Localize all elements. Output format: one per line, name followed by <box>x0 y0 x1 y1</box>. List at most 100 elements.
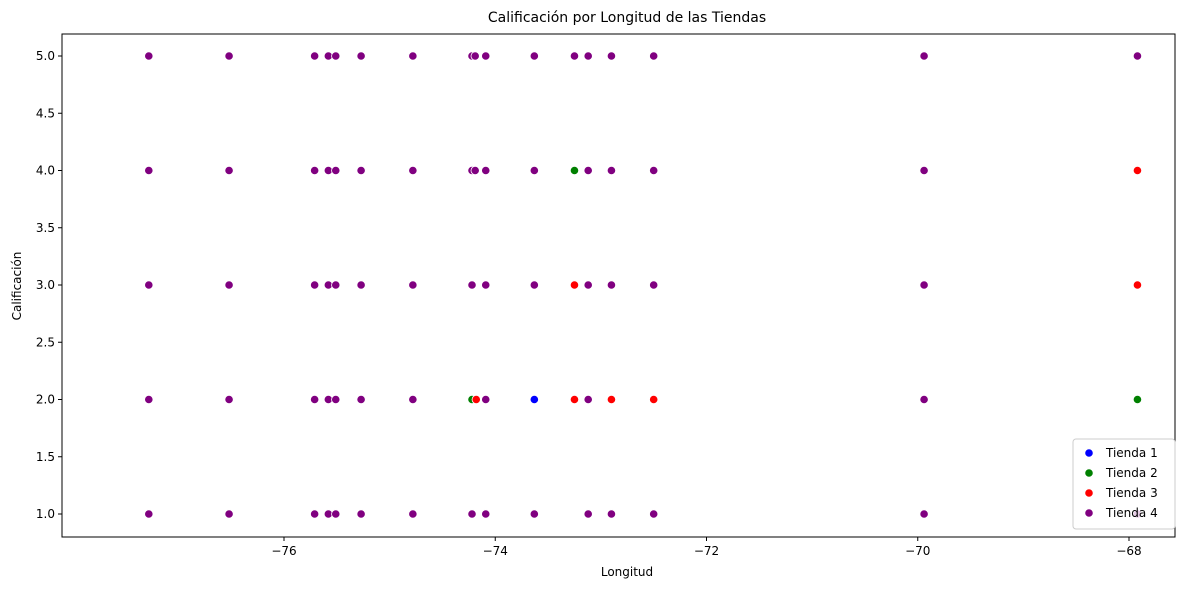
data-point-tienda-3 <box>471 394 481 405</box>
data-point-tienda-4 <box>481 394 491 405</box>
data-point-tienda-4 <box>224 394 234 405</box>
data-point-tienda-4 <box>606 165 617 176</box>
data-point-tienda-4 <box>408 51 418 61</box>
data-point-tienda-4 <box>144 165 154 176</box>
data-point-tienda-4 <box>470 165 480 176</box>
legend-label: Tienda 3 <box>1105 486 1158 500</box>
x-tick-label: −76 <box>271 544 296 558</box>
data-point-tienda-4 <box>310 509 320 519</box>
data-point-tienda-4 <box>481 165 491 176</box>
data-point-tienda-4 <box>356 280 366 290</box>
data-point-tienda-4 <box>408 394 418 405</box>
data-point-tienda-4 <box>481 280 491 290</box>
data-point-tienda-4 <box>529 165 539 176</box>
legend-marker <box>1084 448 1094 458</box>
data-point-tienda-4 <box>224 280 234 290</box>
data-point-tienda-4 <box>583 509 593 519</box>
data-point-tienda-4 <box>649 280 659 290</box>
data-point-tienda-4 <box>606 509 617 519</box>
data-point-tienda-4 <box>356 509 366 519</box>
data-point-tienda-4 <box>144 394 154 405</box>
legend-label: Tienda 4 <box>1105 506 1158 520</box>
data-point-tienda-4 <box>331 51 341 61</box>
data-point-tienda-4 <box>467 509 477 519</box>
data-point-tienda-1 <box>529 394 539 405</box>
data-point-tienda-4 <box>408 165 418 176</box>
x-tick-label: −72 <box>694 544 719 558</box>
data-point-tienda-4 <box>310 51 320 61</box>
data-point-tienda-4 <box>1132 51 1143 61</box>
x-tick-label: −70 <box>905 544 930 558</box>
data-point-tienda-4 <box>919 509 929 519</box>
data-point-tienda-4 <box>529 280 539 290</box>
data-point-tienda-4 <box>919 280 929 290</box>
legend-box <box>1072 438 1176 530</box>
data-point-tienda-3 <box>1132 280 1143 290</box>
y-axis: 1.0 1.5 2.0 2.5 3.0 3.5 4.0 4.5 5.0 <box>36 49 62 521</box>
data-point-tienda-3 <box>569 280 580 290</box>
data-point-tienda-4 <box>606 280 617 290</box>
data-point-tienda-4 <box>470 51 480 61</box>
data-point-tienda-4 <box>331 509 341 519</box>
y-tick-label: 4.5 <box>36 106 55 120</box>
data-point-tienda-4 <box>919 394 929 405</box>
data-point-tienda-4 <box>467 280 477 290</box>
data-point-tienda-4 <box>481 509 491 519</box>
y-axis-label: Calificación <box>10 252 24 321</box>
data-point-tienda-3 <box>569 394 580 405</box>
legend-label: Tienda 1 <box>1105 446 1158 460</box>
data-point-tienda-4 <box>583 51 593 61</box>
data-point-tienda-4 <box>583 280 593 290</box>
data-point-tienda-4 <box>529 51 539 61</box>
data-point-tienda-4 <box>408 280 418 290</box>
data-point-tienda-4 <box>144 509 154 519</box>
legend-marker <box>1084 488 1094 498</box>
data-point-tienda-4 <box>569 51 580 61</box>
y-tick-label: 3.0 <box>36 278 55 292</box>
x-axis-label: Longitud <box>601 565 653 579</box>
data-point-tienda-4 <box>331 280 341 290</box>
x-tick-label: −68 <box>1116 544 1141 558</box>
x-axis: −76 −74 −72 −70 −68 <box>271 537 1142 558</box>
data-point-tienda-4 <box>529 509 539 519</box>
data-point-tienda-4 <box>331 394 341 405</box>
data-point-tienda-2 <box>1132 394 1143 405</box>
data-point-tienda-4 <box>356 165 366 176</box>
chart-title: Calificación por Longitud de las Tiendas <box>488 10 766 26</box>
y-tick-label: 5.0 <box>36 49 55 63</box>
data-point-tienda-4 <box>144 51 154 61</box>
data-point-tienda-4 <box>224 509 234 519</box>
data-point-tienda-4 <box>583 394 593 405</box>
data-point-tienda-4 <box>919 51 929 61</box>
data-point-tienda-3 <box>649 394 659 405</box>
data-point-tienda-4 <box>310 165 320 176</box>
data-point-tienda-2 <box>569 165 580 176</box>
data-point-tienda-4 <box>224 165 234 176</box>
y-tick-label: 1.0 <box>36 507 55 521</box>
data-point-tienda-4 <box>649 165 659 176</box>
legend-marker <box>1084 468 1094 478</box>
y-tick-label: 2.5 <box>36 335 55 349</box>
data-point-tienda-4 <box>606 51 617 61</box>
data-point-tienda-4 <box>356 51 366 61</box>
data-point-tienda-4 <box>310 394 320 405</box>
legend-label: Tienda 2 <box>1105 466 1158 480</box>
data-point-tienda-4 <box>583 165 593 176</box>
y-tick-label: 4.0 <box>36 164 55 178</box>
y-tick-label: 2.0 <box>36 393 55 407</box>
data-point-tienda-4 <box>408 509 418 519</box>
data-point-tienda-3 <box>1132 165 1143 176</box>
data-point-tienda-4 <box>310 280 320 290</box>
data-point-tienda-4 <box>224 51 234 61</box>
points-layer <box>144 51 1143 519</box>
data-point-tienda-4 <box>481 51 491 61</box>
data-point-tienda-4 <box>919 165 929 176</box>
x-tick-label: −74 <box>483 544 508 558</box>
data-point-tienda-4 <box>331 165 341 176</box>
y-tick-label: 3.5 <box>36 221 55 235</box>
legend-marker <box>1084 508 1094 518</box>
data-point-tienda-4 <box>144 280 154 290</box>
data-point-tienda-4 <box>649 51 659 61</box>
